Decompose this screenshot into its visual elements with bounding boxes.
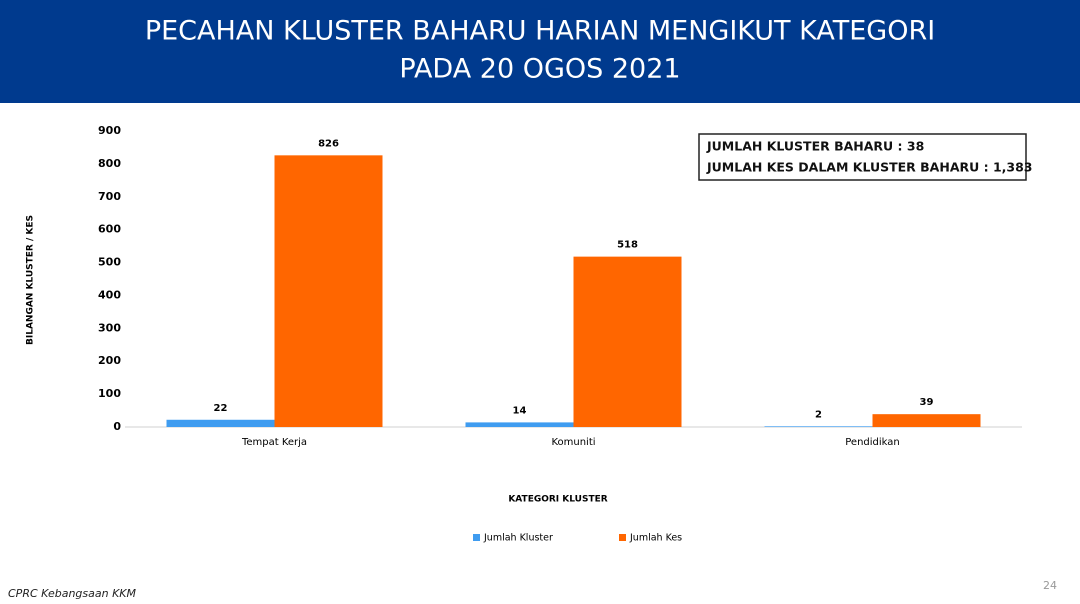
page-number: 24 <box>1043 579 1057 592</box>
value-label: 2 <box>815 409 822 420</box>
y-tick-label: 700 <box>98 190 121 203</box>
value-label: 22 <box>214 403 228 414</box>
y-tick-label: 400 <box>98 288 121 301</box>
bar <box>166 419 275 427</box>
annotation: JUMLAH KLUSTER BAHARU : 38 <box>706 139 924 154</box>
bar <box>872 414 981 427</box>
annotation: JUMLAH KES DALAM KLUSTER BAHARU : 1,383 <box>706 160 1033 175</box>
value-label: 826 <box>318 138 339 149</box>
legend-swatch <box>619 534 626 541</box>
y-tick-label: 300 <box>98 321 121 334</box>
bar <box>764 426 873 427</box>
summary-box <box>698 133 1027 181</box>
legend-label: Jumlah Kes <box>629 533 682 544</box>
bar <box>573 256 682 427</box>
bar <box>465 422 574 427</box>
value-label: 518 <box>617 240 638 251</box>
footer-source: CPRC Kebangsaan KKM <box>8 587 137 600</box>
header-band <box>0 0 1080 103</box>
legend-swatch <box>473 534 480 541</box>
y-tick-label: 500 <box>98 256 121 269</box>
legend-label: Jumlah Kluster <box>483 533 553 544</box>
title-line: PECAHAN KLUSTER BAHARU HARIAN MENGIKUT K… <box>145 16 935 47</box>
y-axis-label: BILANGAN KLUSTER / KES <box>26 215 36 345</box>
y-tick-label: 100 <box>98 387 121 400</box>
x-tick-label: Pendidikan <box>845 437 900 448</box>
value-label: 14 <box>513 405 527 416</box>
x-tick-label: Tempat Kerja <box>241 437 307 448</box>
x-tick-label: Komuniti <box>551 437 595 448</box>
y-tick-label: 200 <box>98 354 121 367</box>
value-label: 39 <box>920 397 934 408</box>
bar <box>274 155 383 428</box>
title-line: PADA 20 OGOS 2021 <box>399 54 680 85</box>
y-tick-label: 900 <box>98 124 121 137</box>
y-tick-label: 600 <box>98 223 121 236</box>
x-axis-label: KATEGORI KLUSTER <box>508 495 607 505</box>
y-tick-label: 0 <box>113 420 121 433</box>
y-tick-label: 800 <box>98 157 121 170</box>
